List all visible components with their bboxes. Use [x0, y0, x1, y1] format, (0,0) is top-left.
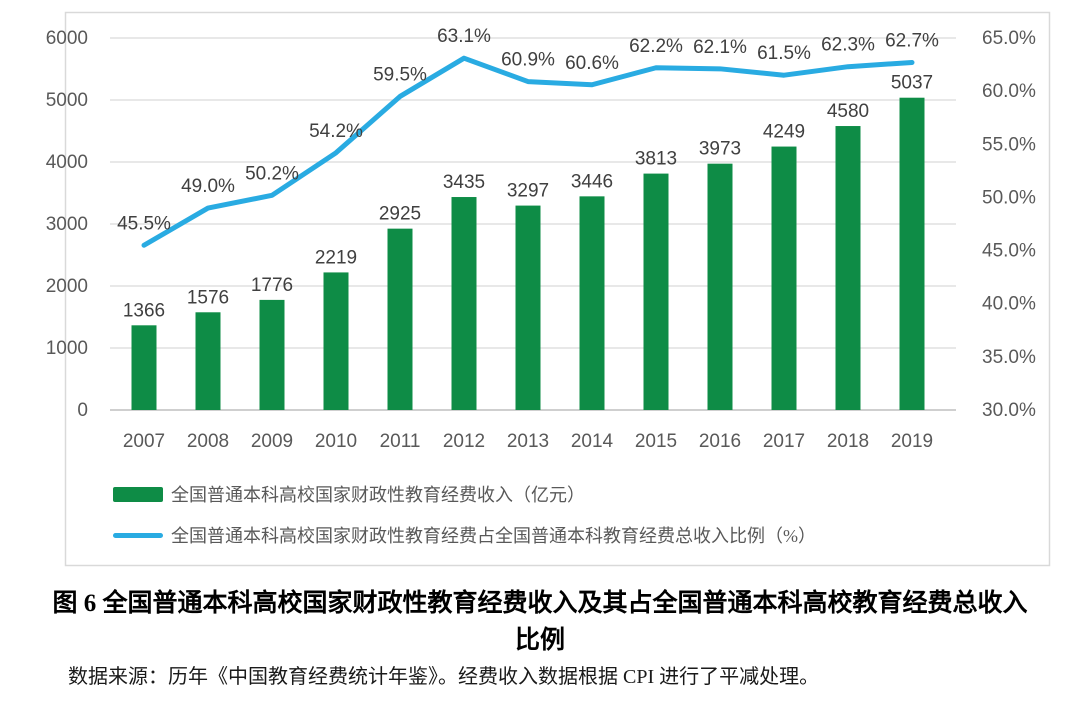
bar-label-2014: 3446	[571, 171, 613, 192]
line-label-2015: 62.2%	[629, 36, 683, 57]
x-axis-label-2011: 2011	[380, 431, 421, 452]
bar-2012	[451, 197, 477, 410]
left-axis-tick: 3000	[46, 214, 88, 235]
legend-item-bar-series: 全国普通本科高校国家财政性教育经费收入（亿元）	[113, 481, 816, 507]
source-note: 数据来源：历年《中国教育经费统计年鉴》。经费收入数据根据 CPI 进行了平减处理…	[68, 666, 820, 688]
bar-2017	[771, 146, 797, 410]
bar-2019	[899, 97, 925, 411]
figure-caption: 图 6 全国普通本科高校国家财政性教育经费收入及其占全国普通本科高校教育经费总收…	[0, 585, 1080, 659]
bar-2007	[131, 325, 157, 410]
bar-label-2011: 2925	[379, 204, 421, 225]
line-label-2017: 61.5%	[757, 43, 811, 64]
figure-caption-line1: 图 6 全国普通本科高校国家财政性教育经费收入及其占全国普通本科高校教育经费总收…	[52, 590, 1028, 617]
x-axis-label-2014: 2014	[571, 431, 614, 452]
ratio-line	[141, 55, 915, 248]
bar-label-2018: 4580	[827, 101, 869, 122]
bar-2011	[387, 228, 413, 410]
line-label-2019: 62.7%	[885, 30, 939, 51]
x-axis-label-2007: 2007	[123, 431, 165, 452]
bar-2015	[643, 173, 669, 410]
right-axis-tick: 40.0%	[982, 294, 1036, 315]
bar-2010	[323, 272, 349, 410]
right-axis-tick: 65.0%	[982, 28, 1036, 49]
line-label-2018: 62.3%	[821, 35, 875, 56]
left-axis-tick: 4000	[46, 152, 88, 173]
line-label-2009: 50.2%	[245, 163, 299, 184]
left-axis-tick: 2000	[46, 276, 88, 297]
figure-caption-line2: 比例	[514, 627, 565, 654]
left-axis-tick: 1000	[46, 338, 88, 359]
bar-2008	[195, 312, 221, 410]
line-series-swatch-icon	[113, 532, 163, 538]
x-axis-label-2019: 2019	[891, 431, 933, 452]
bar-label-2007: 1366	[123, 300, 165, 321]
x-axis-label-2017: 2017	[763, 431, 805, 452]
line-label-2012: 63.1%	[437, 26, 491, 47]
x-axis-label-2018: 2018	[827, 431, 869, 452]
bar-2016	[707, 163, 733, 410]
right-axis-tick: 35.0%	[982, 347, 1036, 368]
bar-2014	[579, 196, 605, 410]
bar-label-2019: 5037	[891, 73, 933, 94]
line-label-2010: 54.2%	[309, 121, 363, 142]
legend-label-bar-series: 全国普通本科高校国家财政性教育经费收入（亿元）	[171, 485, 585, 505]
line-label-2016: 62.1%	[693, 37, 747, 58]
combo-chart: 0 1000 2000 3000 4000 5000 6000 30.0% 35.0% 40.0%…	[46, 11, 1051, 567]
line-label-2013: 60.9%	[501, 50, 555, 71]
line-label-2008: 49.0%	[181, 176, 235, 197]
chart-legend: 全国普通本科高校国家财政性教育经费收入（亿元） 全国普通本科高校国家财政性教育经…	[113, 481, 816, 548]
right-axis-tick: 45.0%	[982, 241, 1036, 262]
bar-label-2010: 2219	[315, 247, 357, 268]
left-axis-tick: 0	[77, 400, 88, 421]
legend-label-line-series: 全国普通本科高校国家财政性教育经费占全国普通本科教育经费总收入比例（%）	[171, 526, 816, 546]
bar-label-2016: 3973	[699, 139, 741, 160]
bar-label-2009: 1776	[251, 275, 293, 296]
x-axis-label-2010: 2010	[315, 431, 357, 452]
bar-label-2017: 4249	[763, 122, 805, 143]
legend-item-line-series: 全国普通本科高校国家财政性教育经费占全国普通本科教育经费总收入比例（%）	[113, 522, 816, 548]
chart-frame	[64, 11, 1051, 567]
bar-label-2008: 1576	[187, 287, 229, 308]
left-axis-tick: 6000	[46, 28, 88, 49]
bar-2018	[835, 126, 861, 410]
right-axis-tick: 55.0%	[982, 134, 1036, 155]
line-label-2007: 45.5%	[117, 213, 171, 234]
x-axis-label-2016: 2016	[699, 431, 741, 452]
bar-series-swatch-icon	[113, 486, 163, 502]
x-axis-label-2012: 2012	[443, 431, 485, 452]
line-label-2014: 60.6%	[565, 53, 619, 74]
right-axis-tick: 30.0%	[982, 400, 1036, 421]
bar-label-2013: 3297	[507, 181, 549, 202]
left-axis-tick: 5000	[46, 90, 88, 111]
x-axis-label-2013: 2013	[507, 431, 549, 452]
bar-2013	[515, 205, 541, 410]
x-axis-label-2008: 2008	[187, 431, 229, 452]
right-axis-tick: 60.0%	[982, 81, 1036, 102]
bar-2009	[259, 299, 285, 410]
x-axis-label-2015: 2015	[635, 431, 677, 452]
x-axis-label-2009: 2009	[251, 431, 293, 452]
bar-label-2015: 3813	[635, 149, 677, 170]
right-axis-tick: 50.0%	[982, 187, 1036, 208]
line-label-2011: 59.5%	[373, 64, 427, 85]
chart-area: 0 1000 2000 3000 4000 5000 6000 30.0% 35.0% 40.0%…	[46, 11, 1051, 567]
bar-label-2012: 3435	[443, 172, 485, 193]
